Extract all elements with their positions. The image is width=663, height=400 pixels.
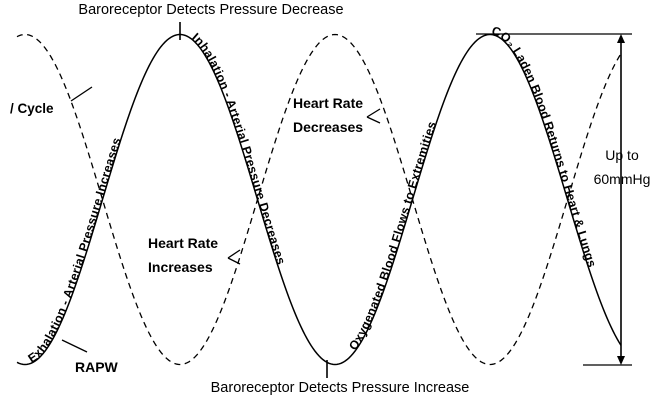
- svg-text:60mmHg: 60mmHg: [594, 171, 651, 187]
- svg-text:Heart Rate: Heart Rate: [293, 95, 363, 111]
- svg-text:Increases: Increases: [148, 259, 213, 275]
- svg-text:Decreases: Decreases: [293, 119, 363, 135]
- svg-text:Baroreceptor Detects Pressure: Baroreceptor Detects Pressure Decrease: [78, 2, 343, 18]
- svg-text:CO₂ Laden Blood Returns to Hea: CO₂ Laden Blood Returns to Heart & Lungs: [490, 24, 599, 269]
- svg-text:Oxygenated Blood Flows to Extr: Oxygenated Blood Flows to Extremities: [346, 119, 439, 352]
- svg-text:RAPW: RAPW: [75, 359, 119, 375]
- svg-text:Exhalation - Arterial Pressure: Exhalation - Arterial Pressure Increases: [26, 136, 124, 366]
- svg-text:Up to: Up to: [605, 147, 639, 163]
- svg-text:/ Cycle: / Cycle: [10, 101, 54, 116]
- svg-text:Baroreceptor Detects Pressure: Baroreceptor Detects Pressure Increase: [211, 380, 470, 396]
- svg-text:Heart Rate: Heart Rate: [148, 235, 218, 251]
